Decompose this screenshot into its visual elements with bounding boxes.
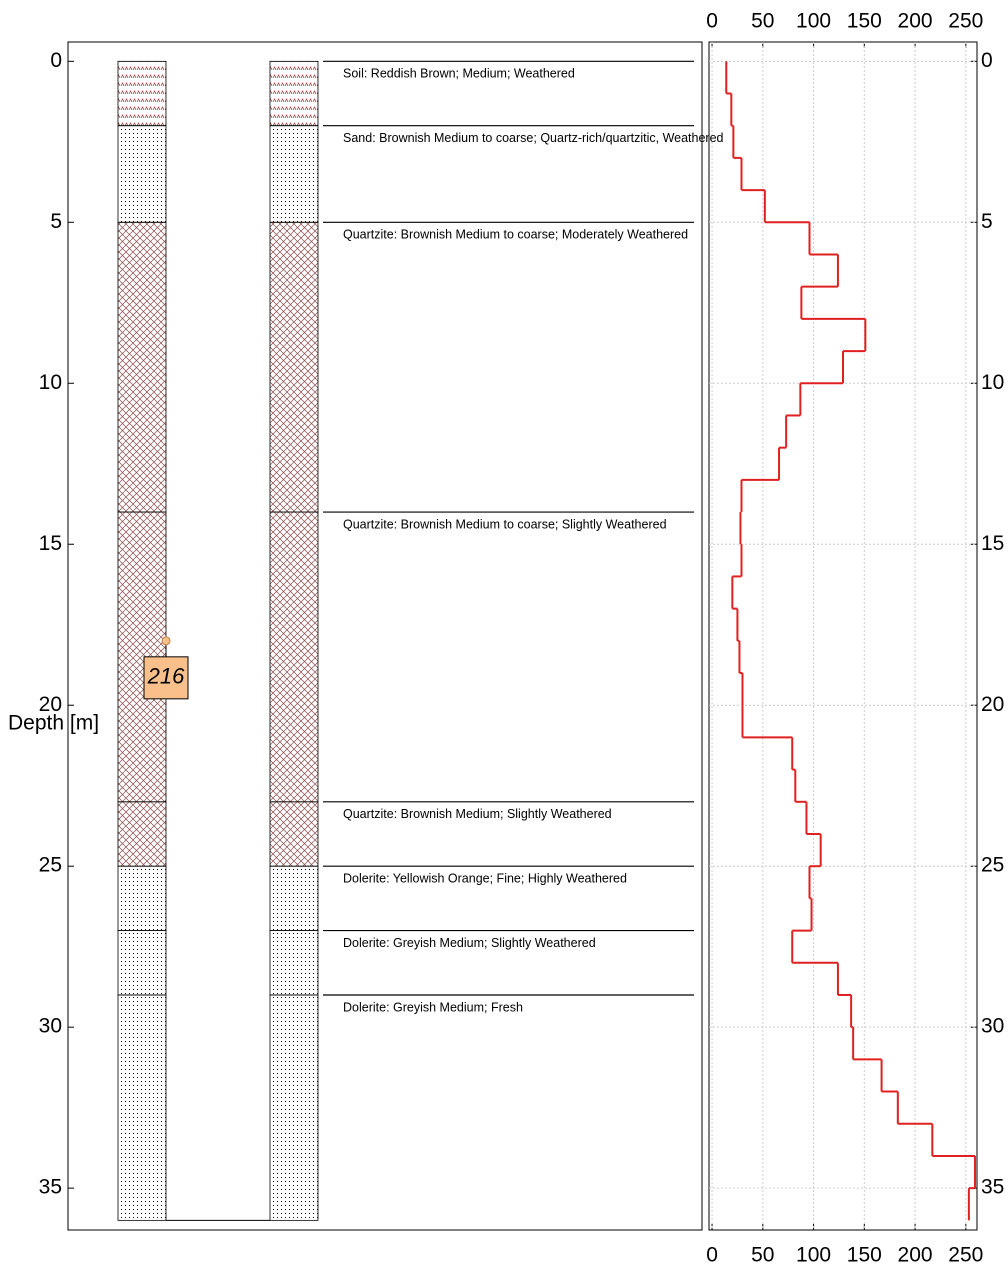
layer-description: Soil: Reddish Brown; Medium; Weathered: [343, 67, 575, 81]
layer-description: Quartzite: Brownish Medium; Slightly Wea…: [343, 807, 612, 821]
x-tick-label-top: 0: [706, 10, 718, 33]
layer-fill: [118, 61, 166, 125]
x-tick-label-bottom: 0: [706, 1244, 718, 1267]
layer-description: Dolerite: Yellowish Orange; Fine; Highly…: [343, 871, 627, 885]
x-tick-label-bottom: 250: [948, 1244, 983, 1267]
layer: [270, 802, 318, 866]
layer-description: Sand: Brownish Medium to coarse; Quartz-…: [343, 131, 724, 145]
layer-fill: [118, 995, 166, 1220]
layer: [270, 866, 318, 930]
y2-tick-label: 15: [981, 532, 1004, 555]
layer-fill: [270, 126, 318, 223]
chart: Depth [m] 005510101515202025253030353500…: [0, 0, 1008, 1272]
y-tick-label: 5: [50, 210, 62, 233]
layer: [118, 866, 166, 930]
y-tick-label: 25: [39, 854, 62, 877]
layer: [270, 126, 318, 223]
layer-fill: [270, 931, 318, 995]
x-tick-label-bottom: 200: [898, 1244, 933, 1267]
x-tick-label-top: 100: [796, 10, 831, 33]
layer-fill: [118, 866, 166, 930]
layer-fill: [270, 802, 318, 866]
layer-fill: [118, 802, 166, 866]
layer-fill: [270, 995, 318, 1220]
layer: [270, 222, 318, 512]
layer-fill: [118, 222, 166, 512]
x-tick-label-top: 50: [751, 10, 774, 33]
x-tick-label-top: 150: [847, 10, 882, 33]
y2-tick-label: 30: [981, 1015, 1004, 1038]
layer-description: Quartzite: Brownish Medium to coarse; Sl…: [343, 517, 667, 531]
y-tick-label: 0: [50, 49, 62, 72]
y2-tick-label: 10: [981, 371, 1004, 394]
x-tick-label-bottom: 100: [796, 1244, 831, 1267]
layer: [270, 995, 318, 1220]
layer: [270, 931, 318, 995]
y2-tick-label: 25: [981, 854, 1004, 877]
x-tick-label-top: 250: [948, 10, 983, 33]
layer-fill: [118, 931, 166, 995]
annotation-label: 216: [147, 664, 185, 689]
layer-fill: [270, 866, 318, 930]
layer: [270, 512, 318, 802]
layer-description: Dolerite: Greyish Medium; Fresh: [343, 1000, 523, 1014]
layer: [118, 61, 166, 125]
y2-tick-label: 20: [981, 693, 1004, 716]
layer: [118, 222, 166, 512]
layer-fill: [270, 222, 318, 512]
layer-fill: [118, 126, 166, 223]
y2-tick-label: 5: [981, 210, 993, 233]
y2-tick-label: 0: [981, 49, 993, 72]
layer-fill: [270, 512, 318, 802]
layer-description: Dolerite: Greyish Medium; Slightly Weath…: [343, 936, 596, 950]
y2-tick-label: 35: [981, 1176, 1004, 1199]
curve-frame: [709, 42, 977, 1230]
layer: [118, 126, 166, 223]
y-tick-label: 20: [39, 693, 62, 716]
y-tick-label: 15: [39, 532, 62, 555]
y-tick-label: 30: [39, 1015, 62, 1038]
x-tick-label-top: 200: [898, 10, 933, 33]
layer-description: Quartzite: Brownish Medium to coarse; Mo…: [343, 228, 688, 242]
x-tick-label-bottom: 150: [847, 1244, 882, 1267]
annotation-marker: [162, 637, 170, 645]
layer-fill: [270, 61, 318, 125]
layer: [118, 931, 166, 995]
layer: [270, 61, 318, 125]
layer: [118, 802, 166, 866]
layer: [118, 995, 166, 1220]
y-tick-label: 35: [39, 1176, 62, 1199]
y-tick-label: 10: [39, 371, 62, 394]
x-tick-label-bottom: 50: [751, 1244, 774, 1267]
